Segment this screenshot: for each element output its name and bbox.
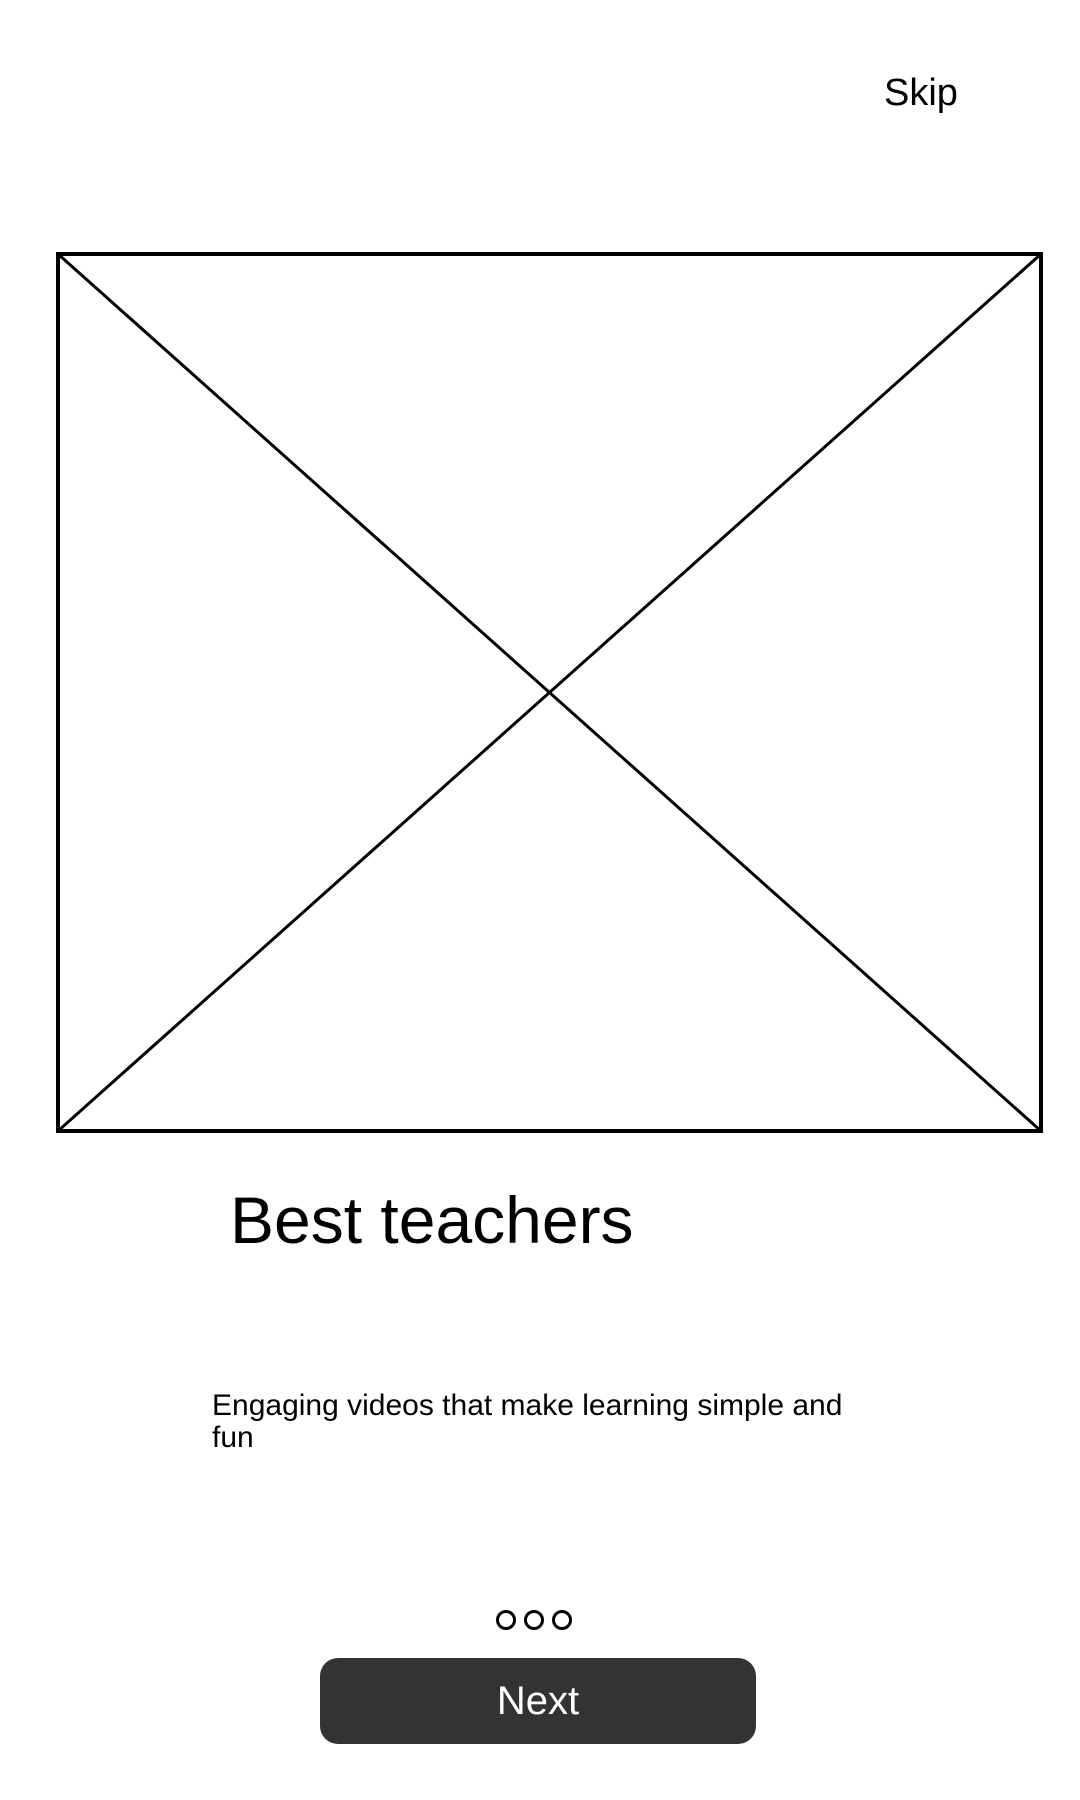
skip-button[interactable]: Skip: [884, 72, 958, 114]
pagination-dot[interactable]: [552, 1610, 572, 1630]
pagination-dot[interactable]: [496, 1610, 516, 1630]
placeholder-frame: [56, 252, 1043, 1133]
onboarding-description: Engaging videos that make learning simpl…: [212, 1389, 843, 1454]
image-placeholder-icon: [56, 252, 1043, 1133]
image-placeholder: [56, 252, 1043, 1133]
onboarding-title: Best teachers: [230, 1183, 634, 1257]
pagination-dot[interactable]: [524, 1610, 544, 1630]
pagination-dots: [496, 1610, 572, 1630]
next-button[interactable]: Next: [320, 1658, 756, 1744]
placeholder-diagonal: [57, 252, 1042, 1133]
